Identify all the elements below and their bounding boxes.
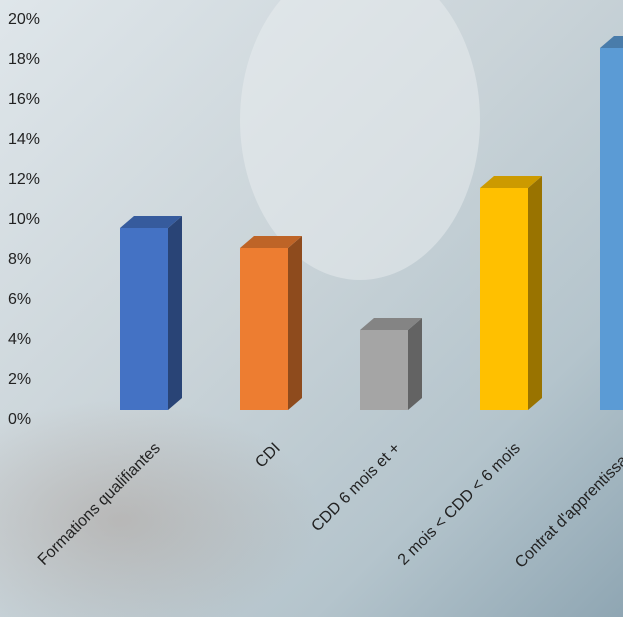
y-tick-label: 0% xyxy=(8,411,31,428)
background-shape xyxy=(240,0,480,280)
y-tick-label: 12% xyxy=(8,171,40,188)
bar-top xyxy=(480,176,542,188)
y-tick-label: 14% xyxy=(8,131,40,148)
bar-top xyxy=(600,36,623,48)
bar-side xyxy=(528,176,542,410)
bar-top xyxy=(120,216,182,228)
y-tick-label: 8% xyxy=(8,251,31,268)
bar-top xyxy=(240,236,302,248)
y-tick-label: 6% xyxy=(8,291,31,308)
bar-side xyxy=(168,216,182,410)
bar xyxy=(480,188,528,410)
bar xyxy=(120,228,168,410)
bar xyxy=(600,48,623,410)
y-tick-label: 4% xyxy=(8,331,31,348)
y-tick-label: 10% xyxy=(8,211,40,228)
bar xyxy=(360,330,408,410)
bar-side xyxy=(288,236,302,410)
y-tick-label: 18% xyxy=(8,51,40,68)
background-shape xyxy=(0,400,320,617)
bar-top xyxy=(360,318,422,330)
y-tick-label: 16% xyxy=(8,91,40,108)
y-tick-label: 20% xyxy=(8,11,40,28)
y-tick-label: 2% xyxy=(8,371,31,388)
bar xyxy=(240,248,288,410)
bar-side xyxy=(408,318,422,410)
